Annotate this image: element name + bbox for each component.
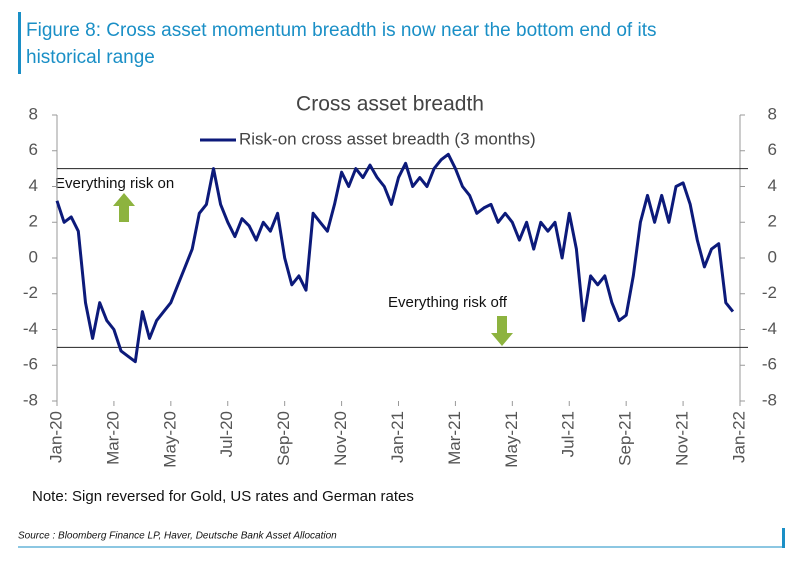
x-tick-label: Sep-20 — [274, 411, 293, 466]
y-tick-label: 0 — [29, 247, 38, 266]
y2-tick-label: -4 — [762, 319, 777, 338]
figure-title: Figure 8: Cross asset momentum breadth i… — [26, 20, 656, 68]
y2-tick-label: -6 — [762, 355, 777, 374]
accent-bar — [18, 12, 21, 74]
up-arrow — [113, 193, 135, 222]
x-tick-label: Jan-21 — [388, 411, 407, 463]
legend-label: Risk-on cross asset breadth (3 months) — [239, 129, 536, 148]
source: Source : Bloomberg Finance LP, Haver, De… — [18, 531, 337, 542]
y-tick-label: 2 — [29, 212, 38, 231]
y-tick-label: -4 — [23, 319, 38, 338]
y-tick-label: -8 — [23, 390, 38, 409]
chart-title: Cross asset breadth — [296, 93, 484, 116]
note: Note: Sign reversed for Gold, US rates a… — [32, 488, 414, 505]
x-tick-label: Mar-21 — [445, 411, 464, 465]
y2-tick-label: 2 — [768, 212, 777, 231]
series-line — [55, 152, 735, 364]
x-tick-label: Jan-22 — [729, 411, 748, 463]
annotation: Everything risk off — [388, 294, 508, 311]
y2-tick-label: -2 — [762, 283, 777, 302]
annotation: Everything risk on — [55, 175, 174, 192]
y-tick-label: -6 — [23, 355, 38, 374]
x-tick-label: Sep-21 — [616, 411, 635, 466]
accent-bar — [782, 528, 785, 548]
x-tick-label: May-21 — [502, 411, 521, 468]
down-arrow — [491, 316, 513, 346]
x-tick-label: May-20 — [160, 411, 179, 468]
y2-tick-label: 8 — [768, 104, 777, 123]
x-tick-label: Nov-20 — [331, 411, 350, 466]
x-tick-label: Jul-21 — [559, 411, 578, 457]
y-tick-label: 6 — [29, 140, 38, 159]
x-tick-label: Nov-21 — [673, 411, 692, 466]
y2-tick-label: 4 — [768, 176, 777, 195]
y2-tick-label: 6 — [768, 140, 777, 159]
y-tick-label: -2 — [23, 283, 38, 302]
y-tick-label: 4 — [29, 176, 38, 195]
x-tick-label: Jan-20 — [46, 411, 65, 463]
y-tick-label: 8 — [29, 104, 38, 123]
x-tick-label: Jul-20 — [217, 411, 236, 457]
y2-tick-label: 0 — [768, 247, 777, 266]
y2-tick-label: -8 — [762, 390, 777, 409]
x-tick-label: Mar-20 — [103, 411, 122, 465]
